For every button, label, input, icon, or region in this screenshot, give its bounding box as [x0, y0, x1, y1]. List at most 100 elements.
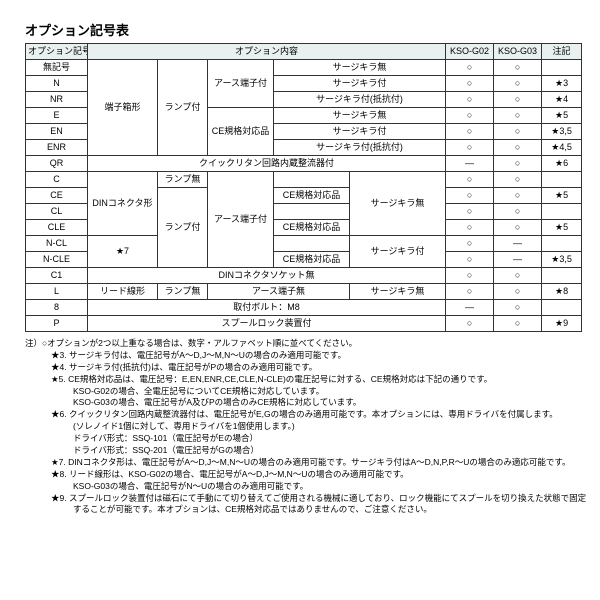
- note: ★8: [542, 284, 582, 300]
- g02: ○: [446, 188, 494, 204]
- note: [542, 60, 582, 76]
- note: ★4: [542, 92, 582, 108]
- note: ★3: [542, 76, 582, 92]
- g03: ○: [494, 284, 542, 300]
- th-code: オプション記号: [26, 44, 88, 60]
- c3: ランプ付: [158, 188, 208, 268]
- c4b: CE規格対応品: [274, 220, 350, 236]
- g02: ○: [446, 92, 494, 108]
- code: 無記号: [26, 60, 88, 76]
- c3: ランプ無: [158, 284, 208, 300]
- c3: DINコネクタソケット無: [88, 268, 446, 284]
- note: ★5: [542, 188, 582, 204]
- c5: サージキラ付(抵抗付): [274, 140, 446, 156]
- code: QR: [26, 156, 88, 172]
- g03: ○: [494, 300, 542, 316]
- c3: 取付ボルト：M8: [88, 300, 446, 316]
- note-line: ★9. スプールロック装置付は磁石にて手動にて切り替えてご使用される機械に適して…: [25, 493, 575, 505]
- g02: ○: [446, 172, 494, 188]
- c4b: [274, 172, 350, 188]
- c5: サージキラ無: [350, 284, 446, 300]
- g03: ○: [494, 76, 542, 92]
- note-line: ★4. サージキラ付(抵抗付)は、電圧記号がPの場合のみ適用可能です。: [25, 362, 575, 374]
- note: ★5: [542, 108, 582, 124]
- code: CL: [26, 204, 88, 220]
- code: C1: [26, 268, 88, 284]
- note: ★4,5: [542, 140, 582, 156]
- note-line: ★3. サージキラ付は、電圧記号がA～D,J～M,N～Uの場合のみ適用可能です。: [25, 350, 575, 362]
- code: N: [26, 76, 88, 92]
- note: [542, 172, 582, 188]
- c4: アース端子無: [208, 284, 350, 300]
- g02: ○: [446, 60, 494, 76]
- code: N-CL: [26, 236, 88, 252]
- note-line: ★7. DINコネクタ形は、電圧記号がA～D,J～M,N～Uの場合のみ適用可能で…: [25, 457, 575, 469]
- c3: ランプ付: [158, 60, 208, 156]
- g02: ○: [446, 316, 494, 332]
- note-line: ★5. CE規格対応品は、電圧記号：E,EN,ENR,CE,CLE,N-CLE)…: [25, 374, 575, 386]
- note: ★6: [542, 156, 582, 172]
- g02: ○: [446, 252, 494, 268]
- g03: ○: [494, 316, 542, 332]
- c4: CE規格対応品: [208, 108, 274, 156]
- g03: ○: [494, 156, 542, 172]
- note-line: することが可能です。本オプションは、CE規格対応品ではありませんので、ご注意くだ…: [25, 504, 575, 516]
- note-line: ドライバ形式：SSQ-101（電圧記号がEの場合）: [25, 433, 575, 445]
- note-line: KSO-G03の場合、電圧記号がA及びPの場合のみCE規格に対応しています。: [25, 397, 575, 409]
- g02: ○: [446, 268, 494, 284]
- c4b: CE規格対応品: [274, 252, 350, 268]
- note-line: ★8. リード線形は、KSO-G02の場合、電圧記号がA～D,J～M,N～Uの場…: [25, 469, 575, 481]
- g02: ○: [446, 284, 494, 300]
- code: CE: [26, 188, 88, 204]
- code: C: [26, 172, 88, 188]
- g02: ○: [446, 204, 494, 220]
- g02: ―: [446, 156, 494, 172]
- code: ENR: [26, 140, 88, 156]
- g02: ○: [446, 108, 494, 124]
- code: P: [26, 316, 88, 332]
- note-line: (ソレノイド1個に対して、専用ドライバを1個使用します。): [25, 421, 575, 433]
- c4b: [274, 204, 350, 220]
- g02: ○: [446, 124, 494, 140]
- c3: スプールロック装置付: [88, 316, 446, 332]
- g03: ○: [494, 204, 542, 220]
- c5: サージキラ無: [274, 108, 446, 124]
- c4: アース端子付: [208, 60, 274, 108]
- c3: クイックリタン回路内蔵整流器付: [88, 156, 446, 172]
- notes: 注）○オプションが2つ以上重なる場合は、数字・アルファベット順に並べてください。…: [25, 338, 575, 516]
- c5: サージキラ無: [350, 172, 446, 236]
- note: ★3,5: [542, 124, 582, 140]
- c4: アース端子付: [208, 172, 274, 268]
- c5: サージキラ付: [350, 236, 446, 268]
- code: L: [26, 284, 88, 300]
- c4b: [274, 236, 350, 252]
- g02: ○: [446, 236, 494, 252]
- c5: サージキラ無: [274, 60, 446, 76]
- code: CLE: [26, 220, 88, 236]
- note: [542, 300, 582, 316]
- th-g03: KSO-G03: [494, 44, 542, 60]
- g02: ○: [446, 140, 494, 156]
- g03: ―: [494, 252, 542, 268]
- c5: サージキラ付: [274, 76, 446, 92]
- g02: ○: [446, 220, 494, 236]
- th-content: オプション内容: [88, 44, 446, 60]
- note-line: ★6. クイックリタン回路内蔵整流器付は、電圧記号がE,Gの場合のみ適用可能です…: [25, 409, 575, 421]
- c2: リード線形: [88, 284, 158, 300]
- note-line: ドライバ形式：SSQ-201（電圧記号がGの場合）: [25, 445, 575, 457]
- g02: ―: [446, 300, 494, 316]
- c2: 端子箱形: [88, 60, 158, 156]
- option-table: オプション記号 オプション内容 KSO-G02 KSO-G03 注記 無記号 端…: [25, 43, 582, 332]
- g03: ―: [494, 236, 542, 252]
- code: NR: [26, 92, 88, 108]
- g03: ○: [494, 92, 542, 108]
- c4b: CE規格対応品: [274, 188, 350, 204]
- c3: ランプ無: [158, 172, 208, 188]
- g03: ○: [494, 268, 542, 284]
- c2: DINコネクタ形: [88, 172, 158, 236]
- g03: ○: [494, 188, 542, 204]
- g02: ○: [446, 76, 494, 92]
- code: N-CLE: [26, 252, 88, 268]
- g03: ○: [494, 172, 542, 188]
- title: オプション記号表: [25, 20, 575, 39]
